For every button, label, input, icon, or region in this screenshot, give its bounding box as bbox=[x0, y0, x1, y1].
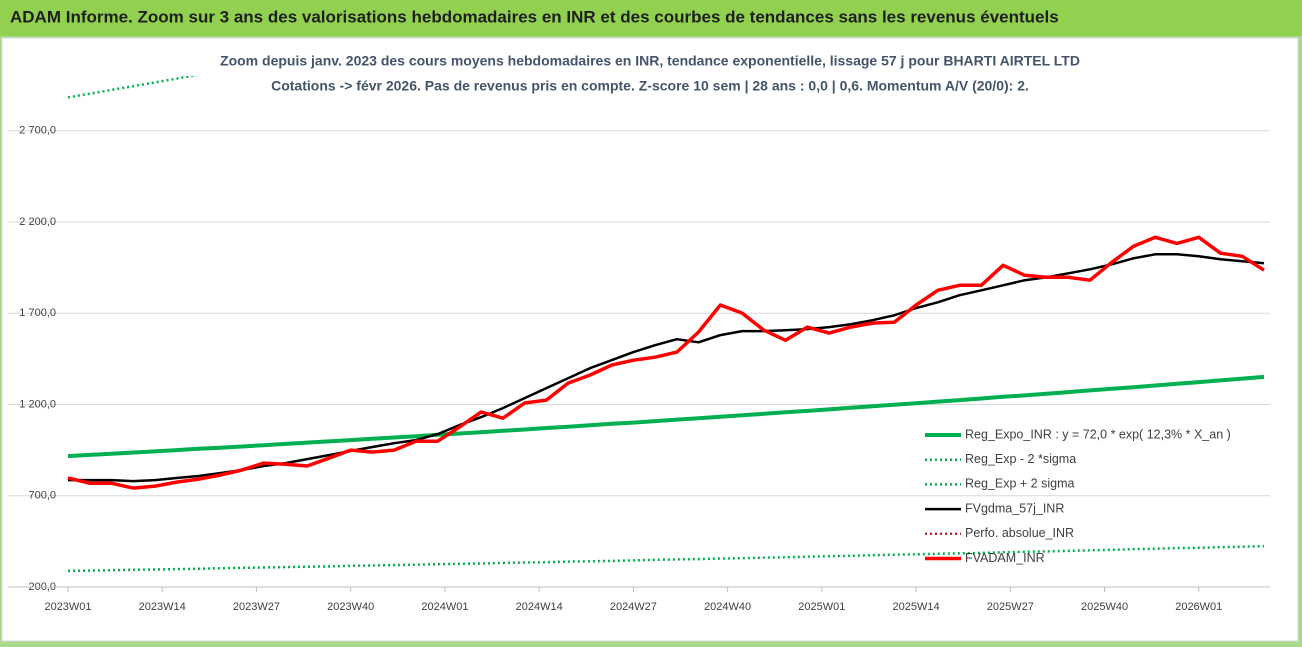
legend-label: Reg_Exp - 2 *sigma bbox=[965, 452, 1076, 466]
y-tick-label: 1 200,0 bbox=[19, 398, 56, 410]
y-tick-label: 700,0 bbox=[28, 490, 56, 502]
legend-label: FVgdma_57j_INR bbox=[965, 501, 1064, 515]
x-tick-label: 2024W01 bbox=[421, 601, 468, 613]
y-tick-label: 2 700,0 bbox=[19, 125, 56, 137]
x-tick-label: 2025W14 bbox=[893, 601, 940, 613]
x-tick-label: 2023W40 bbox=[327, 601, 374, 613]
legend-label: Perfo. absolue_INR bbox=[965, 526, 1074, 540]
y-tick-label: 2 200,0 bbox=[19, 216, 56, 228]
x-tick-label: 2024W40 bbox=[704, 601, 751, 613]
legend-label: FVADAM_INR bbox=[965, 551, 1045, 565]
series-line bbox=[68, 253, 1265, 483]
series-line bbox=[67, 235, 1265, 490]
x-tick-label: 2025W27 bbox=[987, 601, 1034, 613]
subtitle-box bbox=[205, 47, 1095, 99]
header-bar bbox=[0, 0, 1302, 36]
series-line bbox=[67, 544, 1265, 573]
chart-area bbox=[1, 37, 1299, 642]
x-tick-label: 2024W14 bbox=[516, 601, 563, 613]
x-tick-label: 2025W01 bbox=[798, 601, 845, 613]
x-tick-label: 2023W27 bbox=[233, 601, 280, 613]
x-tick-label: 2026W01 bbox=[1175, 601, 1222, 613]
x-tick-label: 2023W14 bbox=[139, 601, 186, 613]
x-tick-label: 2023W01 bbox=[44, 601, 91, 613]
legend-label: Reg_Expo_INR : y = 72,0 * exp( 12,3% * X… bbox=[965, 427, 1231, 441]
series-group bbox=[67, 76, 1265, 573]
x-tick-label: 2025W40 bbox=[1081, 601, 1128, 613]
x-tick-label: 2024W27 bbox=[610, 601, 657, 613]
subtitle: Zoom depuis janv. 2023 des cours moyens … bbox=[220, 53, 1080, 69]
legend-label: Reg_Exp + 2 sigma bbox=[965, 477, 1074, 491]
subtitle: Cotations -> févr 2026. Pas de revenus p… bbox=[271, 78, 1029, 94]
series-line bbox=[67, 374, 1265, 459]
chart-title: ADAM Informe. Zoom sur 3 ans des valoris… bbox=[10, 7, 1059, 26]
y-tick-label: 1 700,0 bbox=[19, 307, 56, 319]
